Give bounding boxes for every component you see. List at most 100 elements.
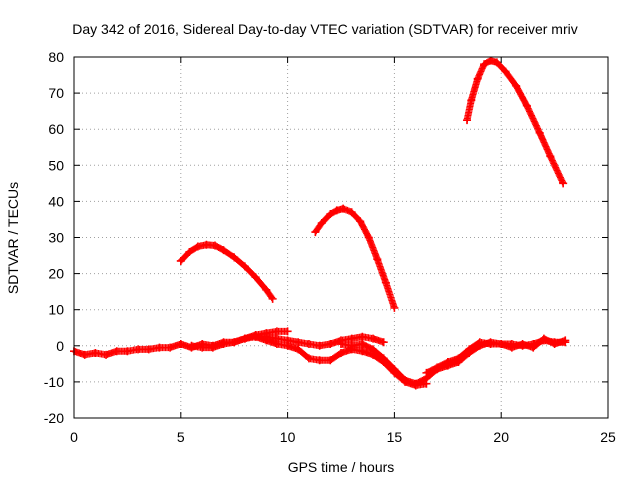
x-tick-label: 10 <box>280 429 296 445</box>
data-point <box>123 347 132 356</box>
x-tick-label: 25 <box>600 429 616 445</box>
y-tick-label: 60 <box>48 121 64 137</box>
data-point <box>210 241 219 250</box>
data-point <box>546 152 555 161</box>
y-tick-label: 0 <box>56 338 64 354</box>
data-point <box>208 343 217 352</box>
data-points <box>70 56 570 390</box>
data-point <box>550 339 559 348</box>
y-tick-label: -20 <box>44 410 64 426</box>
data-point <box>337 349 345 358</box>
y-tick-label: -10 <box>44 374 64 390</box>
data-point <box>326 210 335 219</box>
data-point <box>294 338 303 347</box>
x-tick-label: 20 <box>493 429 509 445</box>
data-point <box>272 327 281 336</box>
data-point <box>315 341 324 350</box>
axes: 0 5 10 15 20 25 -20 -10 0 10 20 30 40 50 60 70 80 <box>44 49 616 445</box>
data-point <box>326 339 335 348</box>
data-point <box>497 339 506 348</box>
data-point <box>559 179 568 188</box>
y-tick-label: 70 <box>48 85 64 101</box>
data-point <box>198 343 207 352</box>
data-point <box>369 345 378 354</box>
data-point <box>390 303 399 312</box>
data-point <box>166 343 175 352</box>
series-arc-1 <box>176 240 277 303</box>
data-point <box>373 255 382 264</box>
series-arc-2 <box>311 204 399 312</box>
y-tick-label: 10 <box>48 302 64 318</box>
data-point <box>561 336 570 345</box>
y-tick-label: 50 <box>48 157 64 173</box>
data-point <box>379 338 388 347</box>
data-point <box>176 256 185 265</box>
data-point <box>356 217 365 226</box>
data-point <box>539 334 548 343</box>
data-point <box>304 354 313 363</box>
data-point <box>337 339 345 348</box>
data-point <box>240 334 249 343</box>
data-point <box>486 56 495 65</box>
y-tick-label: 40 <box>48 193 64 209</box>
x-tick-label: 0 <box>70 429 78 445</box>
marker-band <box>268 294 276 302</box>
data-point <box>262 336 271 345</box>
data-point <box>230 338 239 347</box>
data-point <box>507 343 516 352</box>
data-point <box>535 128 544 137</box>
data-point <box>463 116 472 125</box>
data-point <box>369 334 378 343</box>
data-point <box>112 347 121 356</box>
data-point <box>185 247 194 256</box>
data-point <box>230 253 239 262</box>
data-point <box>473 74 482 83</box>
data-point <box>219 246 228 255</box>
data-point <box>268 294 277 303</box>
data-point <box>262 285 271 294</box>
data-point <box>347 341 356 350</box>
data-point <box>492 58 501 67</box>
data-point <box>102 350 111 359</box>
y-axis-label: SDTVAR / TECUs <box>5 182 21 294</box>
data-point <box>512 81 521 90</box>
data-point <box>480 60 489 69</box>
data-point <box>454 354 463 363</box>
data-point <box>332 206 341 215</box>
data-point <box>501 67 510 76</box>
data-point <box>304 339 313 348</box>
data-point <box>283 341 292 350</box>
data-point <box>529 343 538 352</box>
data-point <box>339 204 348 213</box>
data-point <box>317 219 326 228</box>
data-point <box>240 262 249 271</box>
data-point <box>272 339 281 348</box>
data-point <box>401 376 410 385</box>
data-point <box>155 343 164 352</box>
data-point <box>433 363 442 372</box>
data-point <box>91 349 100 358</box>
data-point <box>475 338 484 347</box>
chart-title: Day 342 of 2016, Sidereal Day-to-day VTE… <box>72 21 577 37</box>
data-point <box>467 96 476 105</box>
data-point <box>522 101 531 110</box>
data-point <box>251 273 260 282</box>
data-point <box>358 339 367 348</box>
data-point <box>486 339 495 348</box>
x-axis-label: GPS time / hours <box>288 459 395 475</box>
data-point <box>176 339 185 348</box>
data-point <box>202 240 211 249</box>
data-point <box>283 327 292 336</box>
data-point <box>411 379 420 388</box>
data-point <box>193 242 202 251</box>
data-point <box>315 356 324 365</box>
series-arc-3 <box>463 56 568 188</box>
data-point <box>465 345 474 354</box>
series-baseline-1 <box>70 327 292 359</box>
data-point <box>219 339 228 348</box>
data-point <box>422 368 431 377</box>
data-point <box>364 233 373 242</box>
data-point <box>144 345 153 354</box>
data-point <box>294 345 303 354</box>
